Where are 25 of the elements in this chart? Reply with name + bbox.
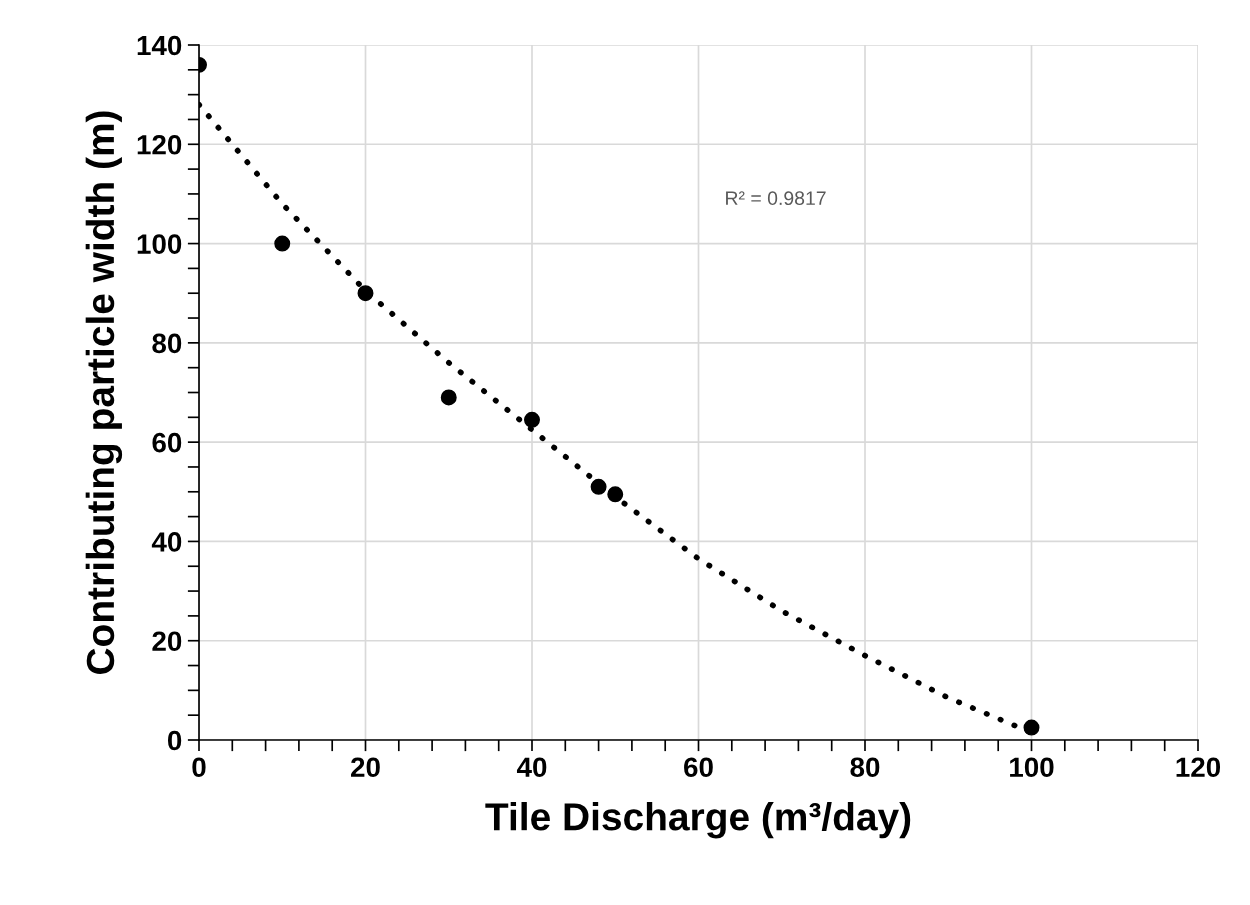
y-tick-label: 80 — [152, 333, 182, 354]
y-axis-title: Contributing particle width (m) — [85, 111, 123, 674]
y-tick-label: 0 — [167, 730, 182, 751]
y-tick-label: 120 — [137, 134, 182, 155]
y-tick-label: 40 — [151, 532, 182, 552]
point — [440, 389, 457, 406]
y-tick-label: 100 — [137, 234, 182, 254]
point — [590, 478, 607, 495]
x-tick-label: 20 — [351, 757, 380, 778]
y-tick-label: 20 — [152, 631, 182, 652]
x-tick-label: 60 — [684, 757, 713, 778]
y-tick-label: 140 — [137, 35, 182, 56]
point — [357, 285, 374, 302]
x-tick-label: 120 — [1176, 757, 1221, 778]
x-tick-label: 40 — [516, 757, 547, 778]
x-tick-label: 80 — [850, 757, 880, 778]
x-tick-label: 0 — [192, 757, 206, 778]
point — [274, 235, 291, 252]
point — [524, 411, 540, 428]
annotation: R² = 0.9817 — [726, 191, 826, 206]
point — [1023, 719, 1040, 736]
point — [607, 486, 624, 503]
y-tick-label: 60 — [152, 432, 182, 453]
x-tick-label: 100 — [1010, 757, 1054, 778]
x-axis-title: Tile Discharge (m³/day) — [485, 802, 911, 839]
